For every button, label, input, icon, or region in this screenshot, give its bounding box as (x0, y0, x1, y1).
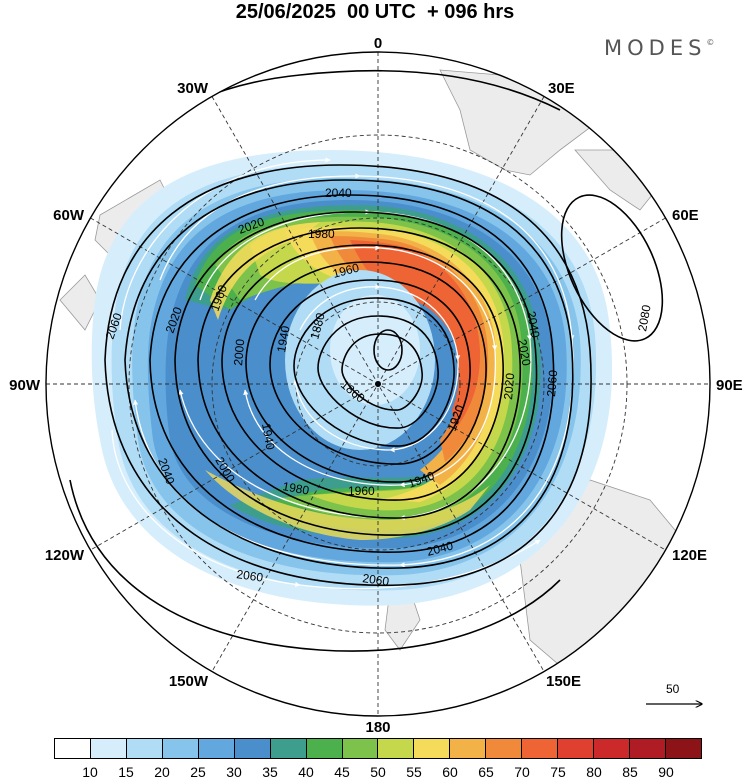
contour-label: 2080 (635, 303, 653, 332)
lon-label-30e: 30E (548, 80, 575, 97)
colorbar-label: 25 (190, 764, 206, 780)
colorbar-label: 90 (658, 764, 674, 780)
contour-label: 2040 (524, 310, 542, 339)
contour-label: 2060 (544, 369, 560, 397)
contour-label: 2020 (515, 338, 533, 367)
contour-label: 2060 (362, 571, 391, 589)
contour-label: 1960 (331, 260, 361, 281)
reference-vector-label: 50 (666, 682, 680, 696)
north-pole-dot (375, 381, 381, 387)
colorbar-swatch (594, 739, 630, 758)
lon-label-90e: 90E (716, 377, 743, 394)
lon-label-180: 180 (365, 719, 390, 736)
brand-logo: MODES© (604, 36, 714, 60)
contour-label: 1960 (348, 484, 375, 498)
colorbar-swatch (558, 739, 595, 758)
map-boundary (45, 51, 711, 717)
colorbar-swatch (270, 739, 307, 758)
colorbar-swatch (162, 739, 199, 758)
lon-label-0: 0 (374, 35, 382, 52)
lon-label-90w: 90W (9, 377, 41, 394)
lon-label-30w: 30W (177, 80, 209, 97)
colorbar-label: 60 (442, 764, 458, 780)
colorbar-label: 40 (298, 764, 314, 780)
colorbar-swatch (414, 739, 451, 758)
colorbar (54, 738, 702, 759)
colorbar-swatch (378, 739, 415, 758)
lon-label-120w: 120W (45, 547, 85, 564)
colorbar-swatch (630, 739, 666, 758)
colorbar-swatch (486, 739, 523, 758)
lon-label-150w: 150W (169, 673, 209, 690)
contour-label: 1880 (307, 311, 328, 341)
contour-label: 2060 (236, 567, 265, 585)
colorbar-swatch (198, 739, 235, 758)
longitude-labels: 0 30E 60E 90E 120E 150E 180 150W 120W 90… (9, 35, 743, 736)
colorbar-label: 15 (118, 764, 134, 780)
map-field: 2040 2020 1980 1960 2020 1960 2020 1880 … (46, 52, 710, 716)
colorbar-swatch (234, 739, 271, 758)
colorbar-labels: 10 15 20 25 30 35 40 45 50 55 60 65 70 75 80 85 90 (54, 764, 702, 782)
colorbar-swatch (306, 739, 343, 758)
colorbar-label: 70 (514, 764, 530, 780)
brand-mark: © (706, 38, 715, 47)
lon-label-60e: 60E (672, 207, 699, 224)
brand-text: MODES (604, 36, 707, 60)
colorbar-swatch (342, 739, 379, 758)
colorbar-label: 80 (586, 764, 602, 780)
contour-label: 1980 (281, 479, 310, 497)
colorbar-label: 20 (154, 764, 170, 780)
lon-label-120e: 120E (672, 547, 707, 564)
colorbar-swatch (126, 739, 163, 758)
colorbar-label: 85 (622, 764, 638, 780)
colorbar-label: 50 (370, 764, 386, 780)
colorbar-label: 55 (406, 764, 422, 780)
colorbar-label: 65 (478, 764, 494, 780)
contour-label: 2000 (231, 338, 247, 366)
contour-label: 1940 (259, 422, 277, 451)
colorbar-swatch (665, 739, 701, 758)
colorbar-label: 10 (82, 764, 98, 780)
colorbar-label: 75 (550, 764, 566, 780)
colorbar-swatch (522, 739, 559, 758)
contour-label: 1980 (308, 227, 335, 241)
contour-label: 2040 (325, 186, 352, 200)
colorbar-swatch (90, 739, 127, 758)
contour-label: 1940 (274, 324, 292, 353)
colorbar-label: 45 (334, 764, 350, 780)
colorbar-label: 35 (262, 764, 278, 780)
contour-label: 2020 (501, 372, 517, 400)
contour-label: 2040 (425, 538, 455, 559)
map-title: 25/06/2025 00 UTC + 096 hrs (235, 1, 515, 23)
colorbar-swatch (450, 739, 487, 758)
colorbar-swatch (55, 739, 91, 758)
colorbar-label: 30 (226, 764, 242, 780)
lon-label-60w: 60W (53, 207, 85, 224)
lon-label-150e: 150E (546, 673, 581, 690)
